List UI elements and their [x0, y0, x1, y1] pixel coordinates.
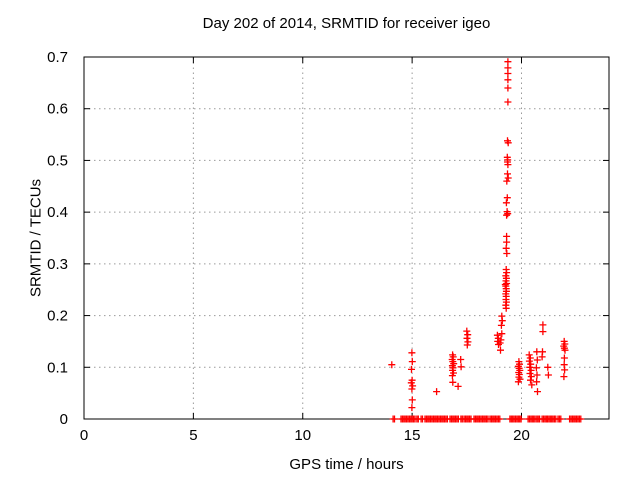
- data-point-marker: [504, 139, 512, 147]
- data-point-marker: [407, 379, 415, 387]
- data-point-marker: [498, 317, 506, 325]
- data-point-marker: [497, 336, 505, 344]
- data-point-marker: [498, 330, 506, 338]
- data-point-marker: [448, 372, 456, 380]
- data-point-marker: [497, 321, 505, 329]
- data-point-marker: [501, 281, 509, 288]
- y-tick-label: 0.2: [47, 308, 68, 325]
- x-axis-label: GPS time / hours: [289, 456, 404, 473]
- plot-border: [83, 56, 610, 420]
- data-point-marker: [457, 363, 465, 371]
- data-point-marker: [493, 331, 501, 339]
- data-point-marker: [561, 346, 569, 354]
- data-point-marker: [539, 328, 547, 336]
- data-point-marker: [503, 211, 511, 219]
- data-point-marker: [544, 363, 552, 371]
- data-point-marker: [497, 346, 504, 354]
- data-point-marker: [527, 360, 535, 368]
- data-point-marker: [463, 334, 471, 342]
- data-point-marker: [504, 76, 512, 84]
- data-point-marker: [433, 388, 441, 396]
- data-point-marker: [503, 238, 511, 246]
- data-point-marker: [538, 353, 546, 361]
- data-point-marker: [544, 371, 552, 379]
- x-tick-label: 20: [513, 427, 530, 444]
- data-point-marker: [408, 358, 416, 366]
- data-point-marker: [502, 304, 510, 312]
- data-point-marker: [560, 354, 568, 362]
- data-point-marker: [457, 356, 465, 363]
- data-point-marker: [533, 356, 541, 364]
- data-point-marker: [533, 378, 541, 386]
- data-point-marker: [527, 373, 535, 381]
- data-point-marker: [504, 98, 512, 106]
- data-point-marker: [526, 363, 534, 371]
- data-point-marker: [463, 327, 471, 335]
- y-tick-label: 0.4: [47, 204, 68, 221]
- data-point-marker: [539, 321, 547, 329]
- data-point-marker: [557, 415, 565, 423]
- data-point-marker: [409, 382, 417, 390]
- data-point-marker: [408, 349, 416, 357]
- data-point-marker: [532, 364, 540, 372]
- data-point-marker: [527, 376, 534, 384]
- y-tick-label: 0.3: [47, 256, 68, 273]
- data-point-marker: [391, 415, 398, 423]
- data-point-marker: [449, 378, 457, 386]
- data-point-marker: [504, 84, 512, 92]
- y-tick-label: 0.7: [47, 49, 68, 66]
- y-tick-label: 0: [60, 411, 68, 428]
- data-point-marker: [502, 199, 510, 207]
- data-point-marker: [503, 177, 511, 185]
- data-point-marker: [504, 70, 512, 77]
- chart-title: Day 202 of 2014, SRMTID for receiver ige…: [202, 15, 491, 32]
- data-point-marker: [526, 354, 534, 362]
- data-point-marker: [561, 366, 569, 374]
- x-tick-label: 10: [294, 427, 311, 444]
- data-point-marker: [525, 351, 533, 359]
- data-point-marker: [504, 170, 511, 178]
- data-point-marker: [525, 357, 533, 365]
- data-point-marker: [504, 210, 512, 218]
- data-point-marker: [504, 58, 512, 66]
- data-point-marker: [560, 373, 568, 381]
- data-point-marker: [495, 341, 502, 348]
- data-point-marker: [528, 381, 536, 389]
- data-point-marker: [454, 382, 462, 390]
- x-tick-label: 5: [189, 427, 197, 444]
- data-point-marker: [503, 194, 511, 202]
- data-point-marker: [534, 388, 541, 396]
- y-tick-label: 0.1: [47, 359, 68, 376]
- data-point-marker: [496, 415, 504, 423]
- data-point-marker: [533, 371, 541, 379]
- x-tick-label: 15: [404, 427, 421, 444]
- data-point-marker: [463, 341, 471, 349]
- y-tick-label: 0.6: [47, 101, 68, 118]
- data-point-marker: [504, 161, 512, 169]
- data-point-marker: [526, 370, 534, 377]
- data-point-marker: [503, 250, 511, 257]
- x-tick-label: 0: [80, 427, 88, 444]
- data-point-marker: [408, 396, 416, 404]
- data-point-marker: [527, 366, 535, 374]
- data-point-marker: [517, 415, 525, 423]
- data-point-marker: [514, 378, 522, 386]
- data-point-marker: [408, 385, 416, 393]
- data-point-marker: [577, 415, 585, 423]
- data-point-marker: [464, 331, 472, 339]
- data-point-marker: [408, 404, 416, 412]
- data-point-marker: [496, 339, 504, 347]
- y-tick-label: 0.5: [47, 152, 68, 169]
- data-point-marker: [504, 174, 512, 182]
- data-point-marker: [388, 361, 396, 369]
- data-point-marker: [408, 365, 415, 373]
